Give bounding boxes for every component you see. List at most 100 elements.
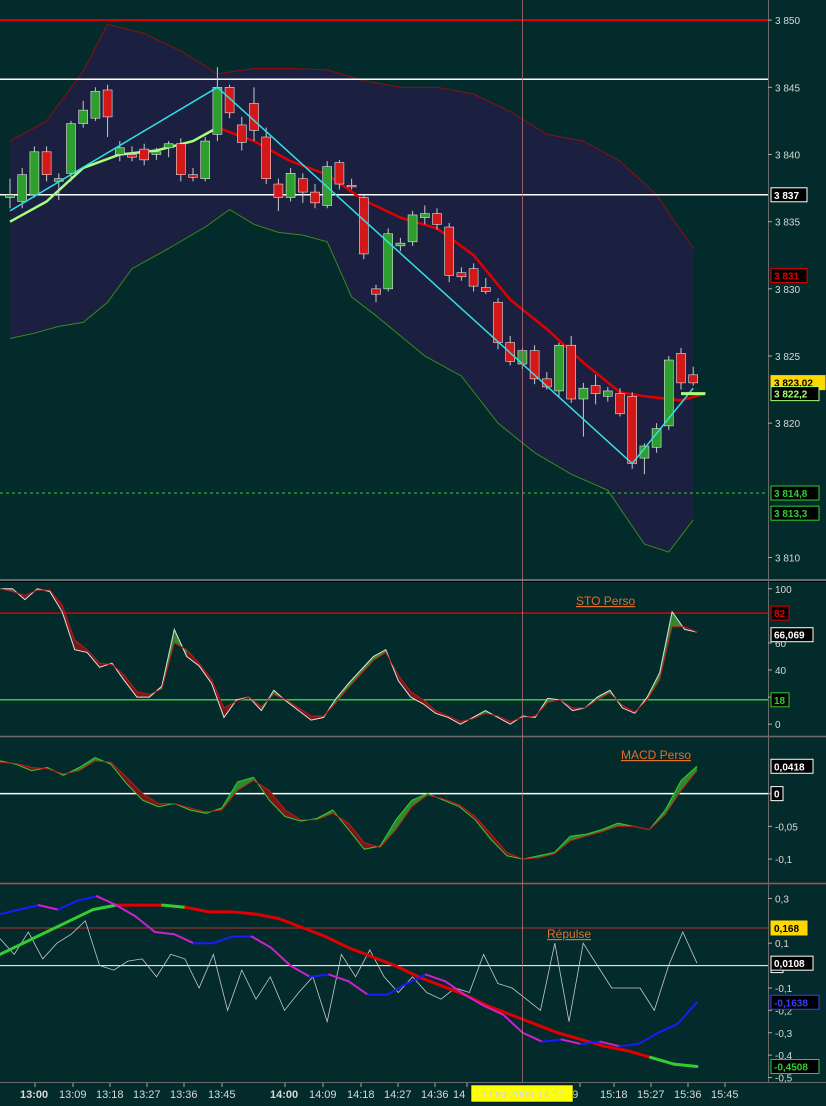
value-label-box bbox=[770, 1059, 820, 1075]
repulse-medium-segment bbox=[483, 1004, 505, 1016]
indicator-tick-label: 60 bbox=[775, 639, 787, 650]
time-tick-label: 14:36 bbox=[421, 1089, 449, 1101]
value-label-box bbox=[770, 627, 814, 643]
indicator-fill-segment bbox=[142, 793, 159, 807]
repulse-medium-segment bbox=[463, 993, 486, 1007]
time-tick-label: 15:45 bbox=[711, 1089, 739, 1101]
value-label-text: 0 bbox=[774, 790, 780, 801]
value-label-box bbox=[770, 786, 784, 802]
repulse-slow-segment bbox=[649, 1055, 676, 1066]
candle-up bbox=[554, 344, 564, 392]
value-label-box bbox=[770, 386, 820, 402]
candle-down bbox=[346, 185, 357, 188]
candle-down bbox=[273, 183, 284, 198]
repulse-slow-segment bbox=[300, 926, 327, 938]
repulse-slow-segment bbox=[277, 917, 304, 930]
indicator-fill-segment bbox=[475, 816, 492, 840]
value-label-text: 66,069 bbox=[774, 631, 805, 642]
repulse-medium-segment bbox=[424, 973, 447, 983]
value-label-text: 3 814,8 bbox=[774, 489, 808, 500]
indicator-fill-segment bbox=[410, 691, 424, 704]
indicator-fill-segment bbox=[423, 699, 436, 714]
indicator-fill-segment bbox=[74, 640, 88, 653]
candle-down bbox=[615, 393, 625, 415]
price-axis-bg bbox=[768, 0, 826, 579]
value-label-box bbox=[770, 994, 820, 1010]
repulse-medium-segment bbox=[250, 935, 273, 949]
repulse-medium-segment bbox=[153, 931, 176, 936]
repulse-panel-bg bbox=[0, 885, 768, 1082]
candle-up bbox=[285, 172, 296, 198]
crosshair-time-box bbox=[470, 1084, 574, 1103]
repulse-title: Répulse bbox=[547, 927, 591, 941]
repulse-medium-segment bbox=[37, 904, 60, 911]
indicator-fill-segment bbox=[491, 834, 507, 856]
repulse-slow-segment bbox=[370, 955, 397, 968]
candle-down bbox=[480, 287, 491, 292]
candle-down bbox=[371, 288, 381, 295]
time-tick-label: 14:09 bbox=[309, 1089, 337, 1101]
candle-down bbox=[334, 162, 345, 185]
indicator-tick-label: 0,1 bbox=[775, 939, 789, 950]
candle-down bbox=[566, 344, 577, 400]
candle-down bbox=[358, 197, 369, 255]
repulse-medium-segment bbox=[599, 1040, 621, 1048]
indicator-series-line bbox=[0, 588, 698, 725]
candle-up bbox=[395, 242, 406, 247]
candle-down bbox=[310, 191, 320, 204]
value-label-text: 3 822,2 bbox=[774, 390, 808, 401]
value-label-box bbox=[770, 692, 790, 708]
indicator-fill-segment bbox=[336, 683, 349, 703]
candle-down bbox=[176, 143, 186, 175]
time-tick-label: 15:36 bbox=[674, 1089, 702, 1101]
indicator-fill-segment bbox=[126, 777, 143, 801]
indicator-tick-label: 100 bbox=[775, 585, 792, 596]
indicator-fill-segment bbox=[79, 757, 96, 771]
candle-up bbox=[17, 174, 28, 202]
candle-up bbox=[407, 214, 418, 243]
repulse-slow-segment bbox=[393, 964, 420, 979]
indicator-tick-label: -0,1 bbox=[775, 855, 793, 866]
price-tick-label: 3 835 bbox=[775, 218, 800, 229]
candle-down bbox=[127, 154, 137, 158]
indicator-fill-segment bbox=[237, 777, 254, 791]
time-tick-label: 14:27 bbox=[384, 1089, 412, 1101]
repulse-slow-segment bbox=[161, 903, 188, 909]
indicator-fill-segment bbox=[348, 670, 361, 688]
stochastic-title: STO Perso bbox=[576, 594, 635, 608]
candle-up bbox=[78, 109, 88, 124]
candle-down bbox=[41, 151, 52, 175]
repulse-slow-segment bbox=[21, 930, 48, 945]
candle-down bbox=[432, 213, 442, 225]
bollinger-upper-line bbox=[9, 23, 694, 249]
indicator-tick-label: -0,3 bbox=[775, 1029, 793, 1040]
repulse-medium-segment bbox=[579, 1040, 602, 1045]
time-tick-label: 15:18 bbox=[600, 1089, 628, 1101]
price-tick-label: 3 825 bbox=[775, 352, 800, 363]
candle-up bbox=[663, 359, 674, 427]
repulse-medium-segment bbox=[657, 1022, 679, 1034]
repulse-fast-line bbox=[0, 920, 698, 1024]
repulse-medium-segment bbox=[0, 908, 21, 916]
value-label-text: 3 831 bbox=[774, 271, 799, 282]
value-label-text: 0,168 bbox=[774, 924, 799, 935]
repulse-medium-segment bbox=[386, 982, 408, 996]
candle-down bbox=[493, 301, 503, 343]
candle-down bbox=[529, 350, 540, 380]
time-tick-label: 14 bbox=[453, 1089, 465, 1101]
candle-up bbox=[90, 91, 101, 119]
repulse-medium-segment bbox=[270, 946, 292, 967]
candle-up bbox=[200, 140, 210, 179]
repulse-slow-segment bbox=[91, 903, 118, 912]
crosshair-time-label: 13 Oct 2009 14:57 bbox=[474, 1089, 565, 1101]
indicator-fill-segment bbox=[124, 675, 137, 698]
repulse-medium-segment bbox=[676, 1001, 698, 1025]
value-label-box bbox=[770, 485, 820, 501]
indicator-fill-segment bbox=[174, 629, 187, 657]
repulse-slow-segment bbox=[44, 919, 72, 934]
indicator-fill-segment bbox=[373, 649, 386, 661]
candle-up bbox=[163, 143, 174, 149]
repulse-medium-segment bbox=[115, 904, 137, 918]
macd-title: MACD Perso bbox=[621, 748, 691, 762]
